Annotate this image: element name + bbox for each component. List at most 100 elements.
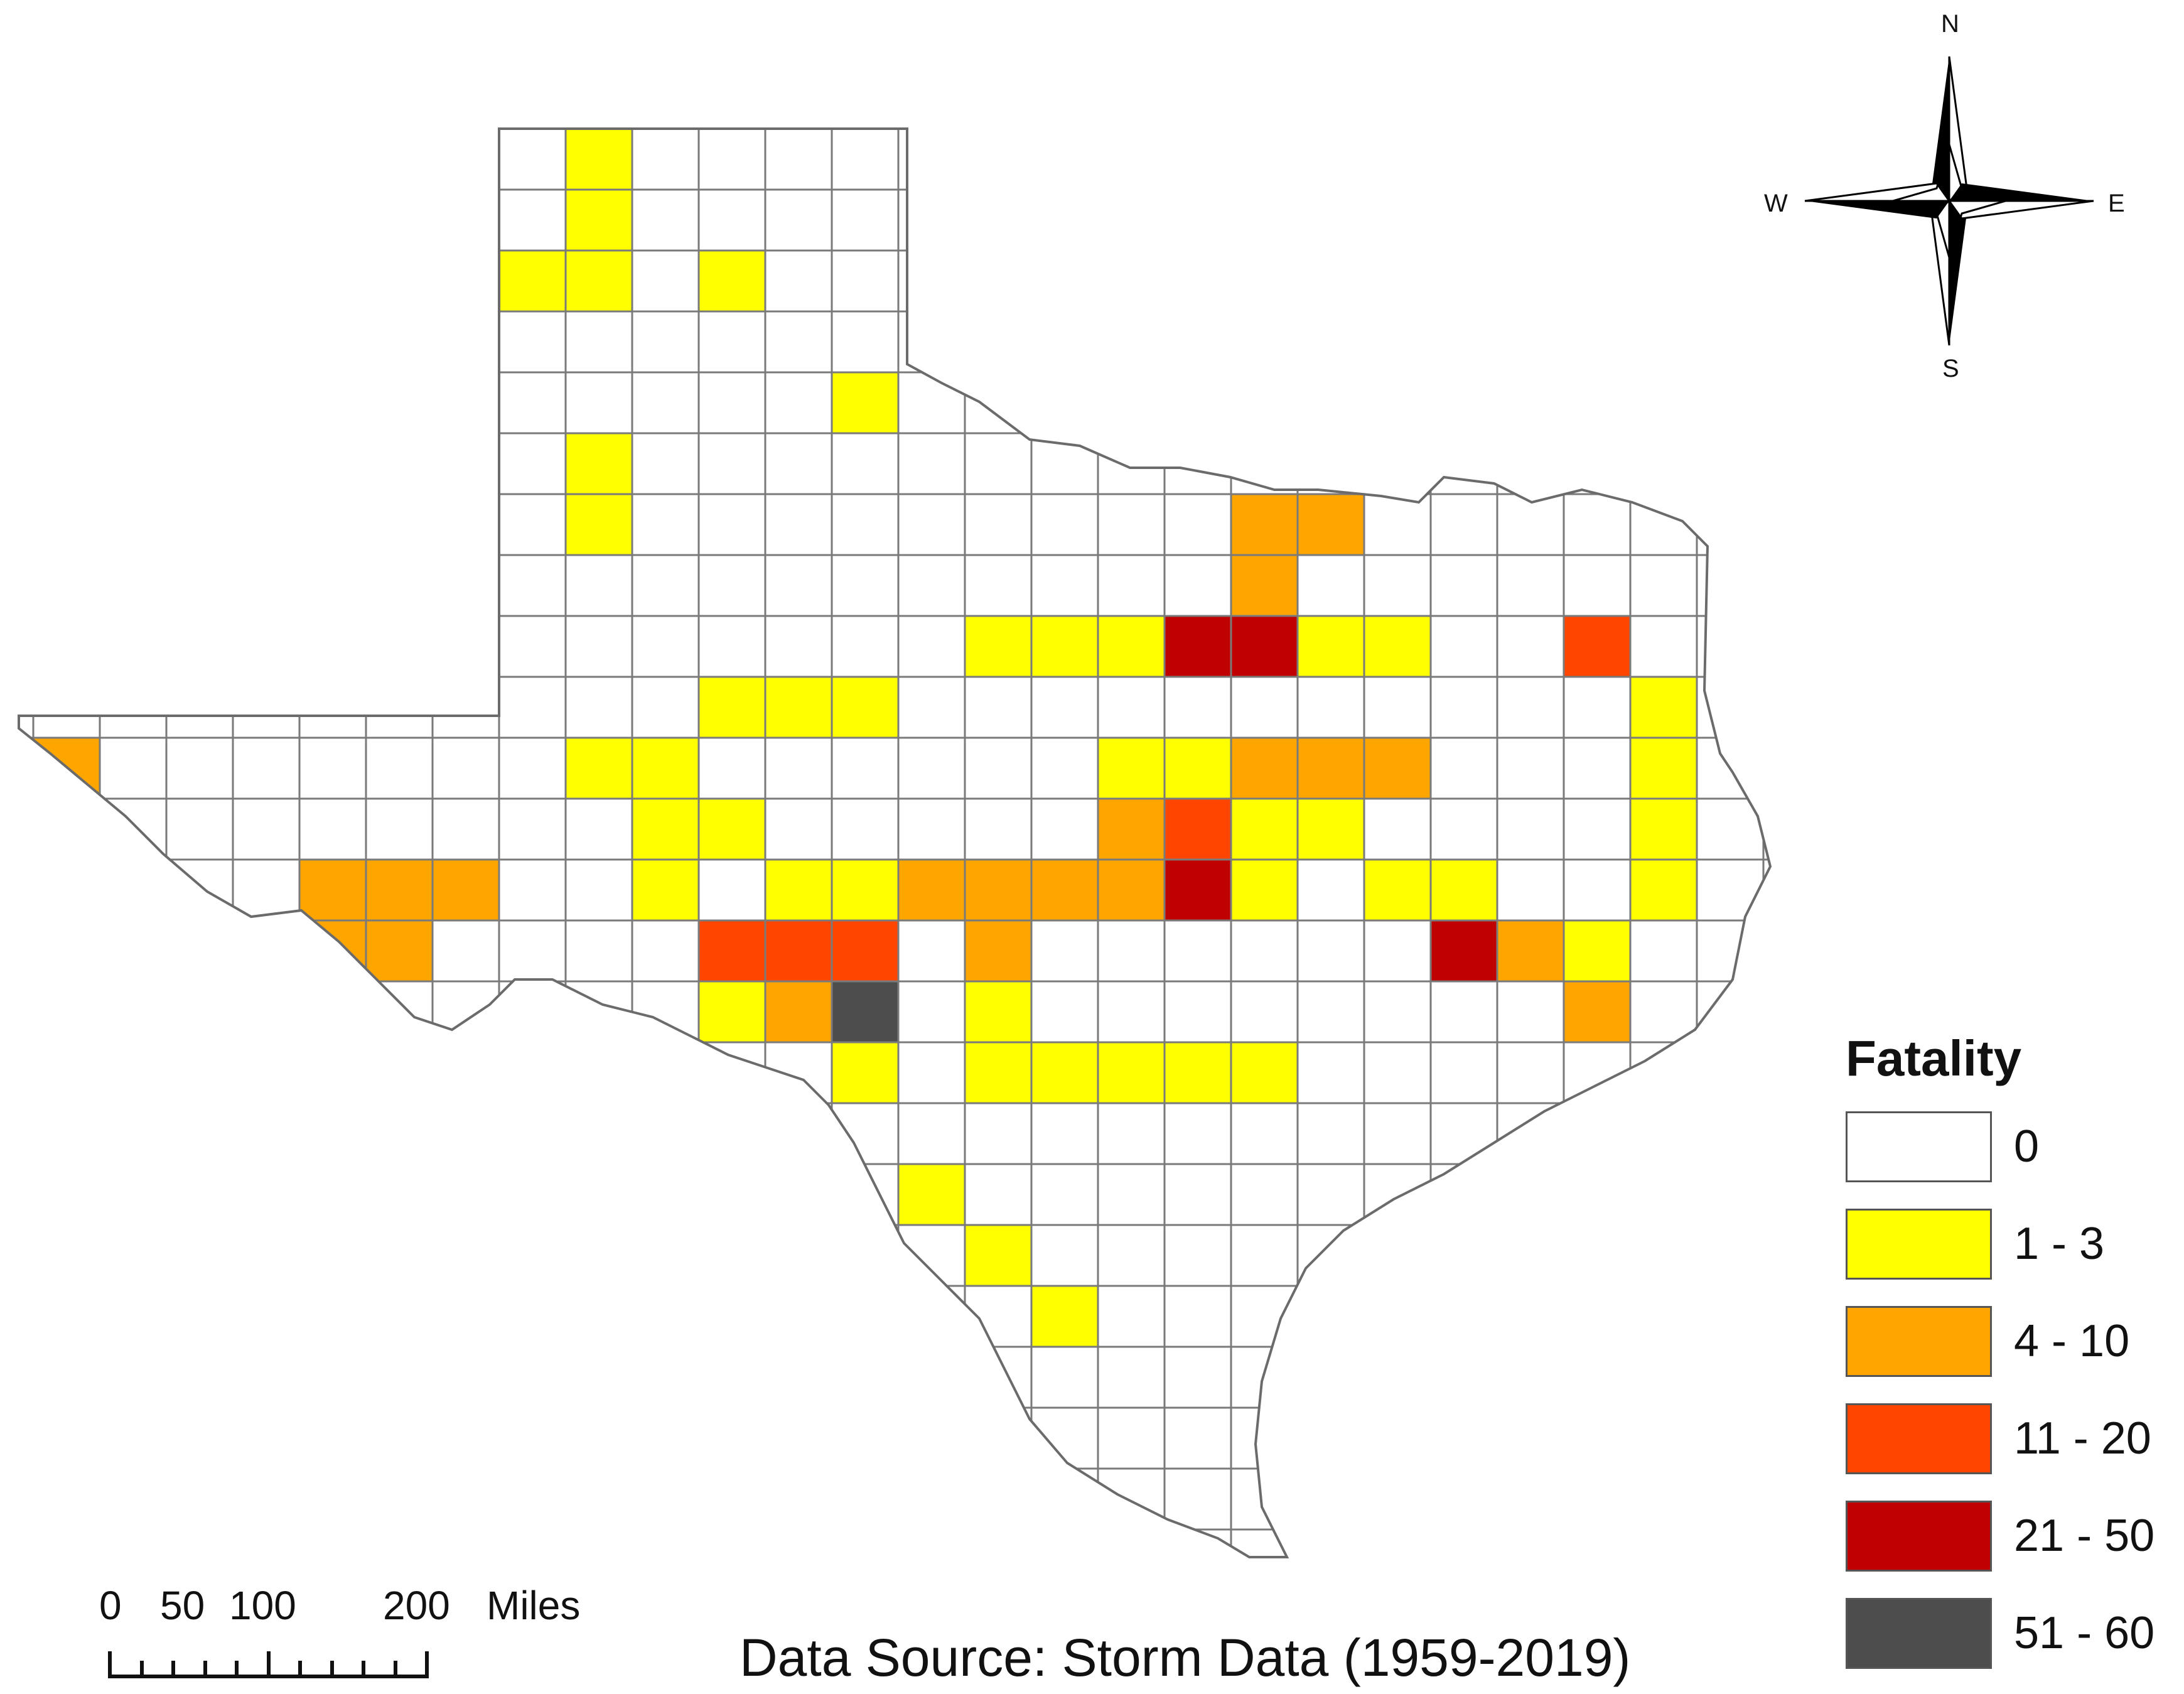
county [1363,188,1432,252]
county [1296,1102,1365,1165]
county [631,1102,700,1165]
county [1230,615,1299,678]
county [1296,371,1365,434]
county [1762,676,1770,739]
county [19,1102,35,1165]
county [99,1041,168,1104]
county [1496,554,1565,617]
county [1097,797,1166,861]
county [165,493,234,556]
county [1230,249,1299,313]
county [19,1163,35,1226]
county [1030,249,1099,313]
county [365,1285,434,1348]
county [498,129,567,191]
county [764,919,833,983]
county [1363,493,1432,556]
county [764,129,833,191]
county [764,858,833,922]
county [1762,1346,1770,1409]
county [32,1406,101,1470]
county [1629,432,1698,495]
county [1563,371,1632,434]
county [1030,1467,1099,1531]
county [1363,736,1432,800]
county [1563,554,1632,617]
county [831,1224,900,1287]
county [498,1467,567,1531]
county [964,1102,1033,1165]
county [19,858,35,922]
county [32,1346,101,1409]
county [1030,1163,1099,1226]
county [1696,310,1765,374]
county [1629,1102,1698,1165]
county [1496,736,1565,800]
county [1762,1041,1770,1104]
county [1762,1285,1770,1348]
county [631,1041,700,1104]
county [1696,188,1765,252]
county [697,1346,767,1409]
county [831,736,900,800]
county [99,493,168,556]
county [631,493,700,556]
county [232,1528,301,1557]
county [1629,310,1698,374]
county [431,1102,500,1165]
county [1363,858,1432,922]
county [1563,310,1632,374]
county [498,1224,567,1287]
county [1429,1346,1498,1409]
county [1030,493,1099,556]
county [1097,1285,1166,1348]
county [1629,615,1698,678]
county [1230,310,1299,374]
county [964,1467,1033,1531]
county [1496,310,1565,374]
county [232,310,301,374]
county [99,188,168,252]
county [99,1285,168,1348]
county [365,736,434,800]
county [764,736,833,800]
county [831,554,900,617]
county [32,1102,101,1165]
county [631,1528,700,1557]
county [564,919,633,983]
county [831,980,900,1044]
county [232,676,301,739]
county [1762,249,1770,313]
county [1030,188,1099,252]
county [1363,249,1432,313]
county [431,554,500,617]
county [165,1041,234,1104]
county [1163,310,1232,374]
county [165,797,234,861]
county [365,493,434,556]
county [1629,188,1698,252]
county [232,129,301,191]
county [298,1406,367,1470]
county [964,554,1033,617]
county [365,1163,434,1226]
county [232,249,301,313]
county [232,493,301,556]
county [564,188,633,252]
county [431,1224,500,1287]
county [1429,1224,1498,1287]
county [1762,1467,1770,1531]
county [1429,1467,1498,1531]
county [764,676,833,739]
county [32,371,101,434]
data-source-note: Data Source: Storm Data (1959-2019) [740,1628,1631,1687]
county [697,919,767,983]
county [19,310,35,374]
county [1563,493,1632,556]
county [298,1346,367,1409]
county [365,1102,434,1165]
county [431,736,500,800]
county [1230,554,1299,617]
county [697,493,767,556]
county [1163,919,1232,983]
